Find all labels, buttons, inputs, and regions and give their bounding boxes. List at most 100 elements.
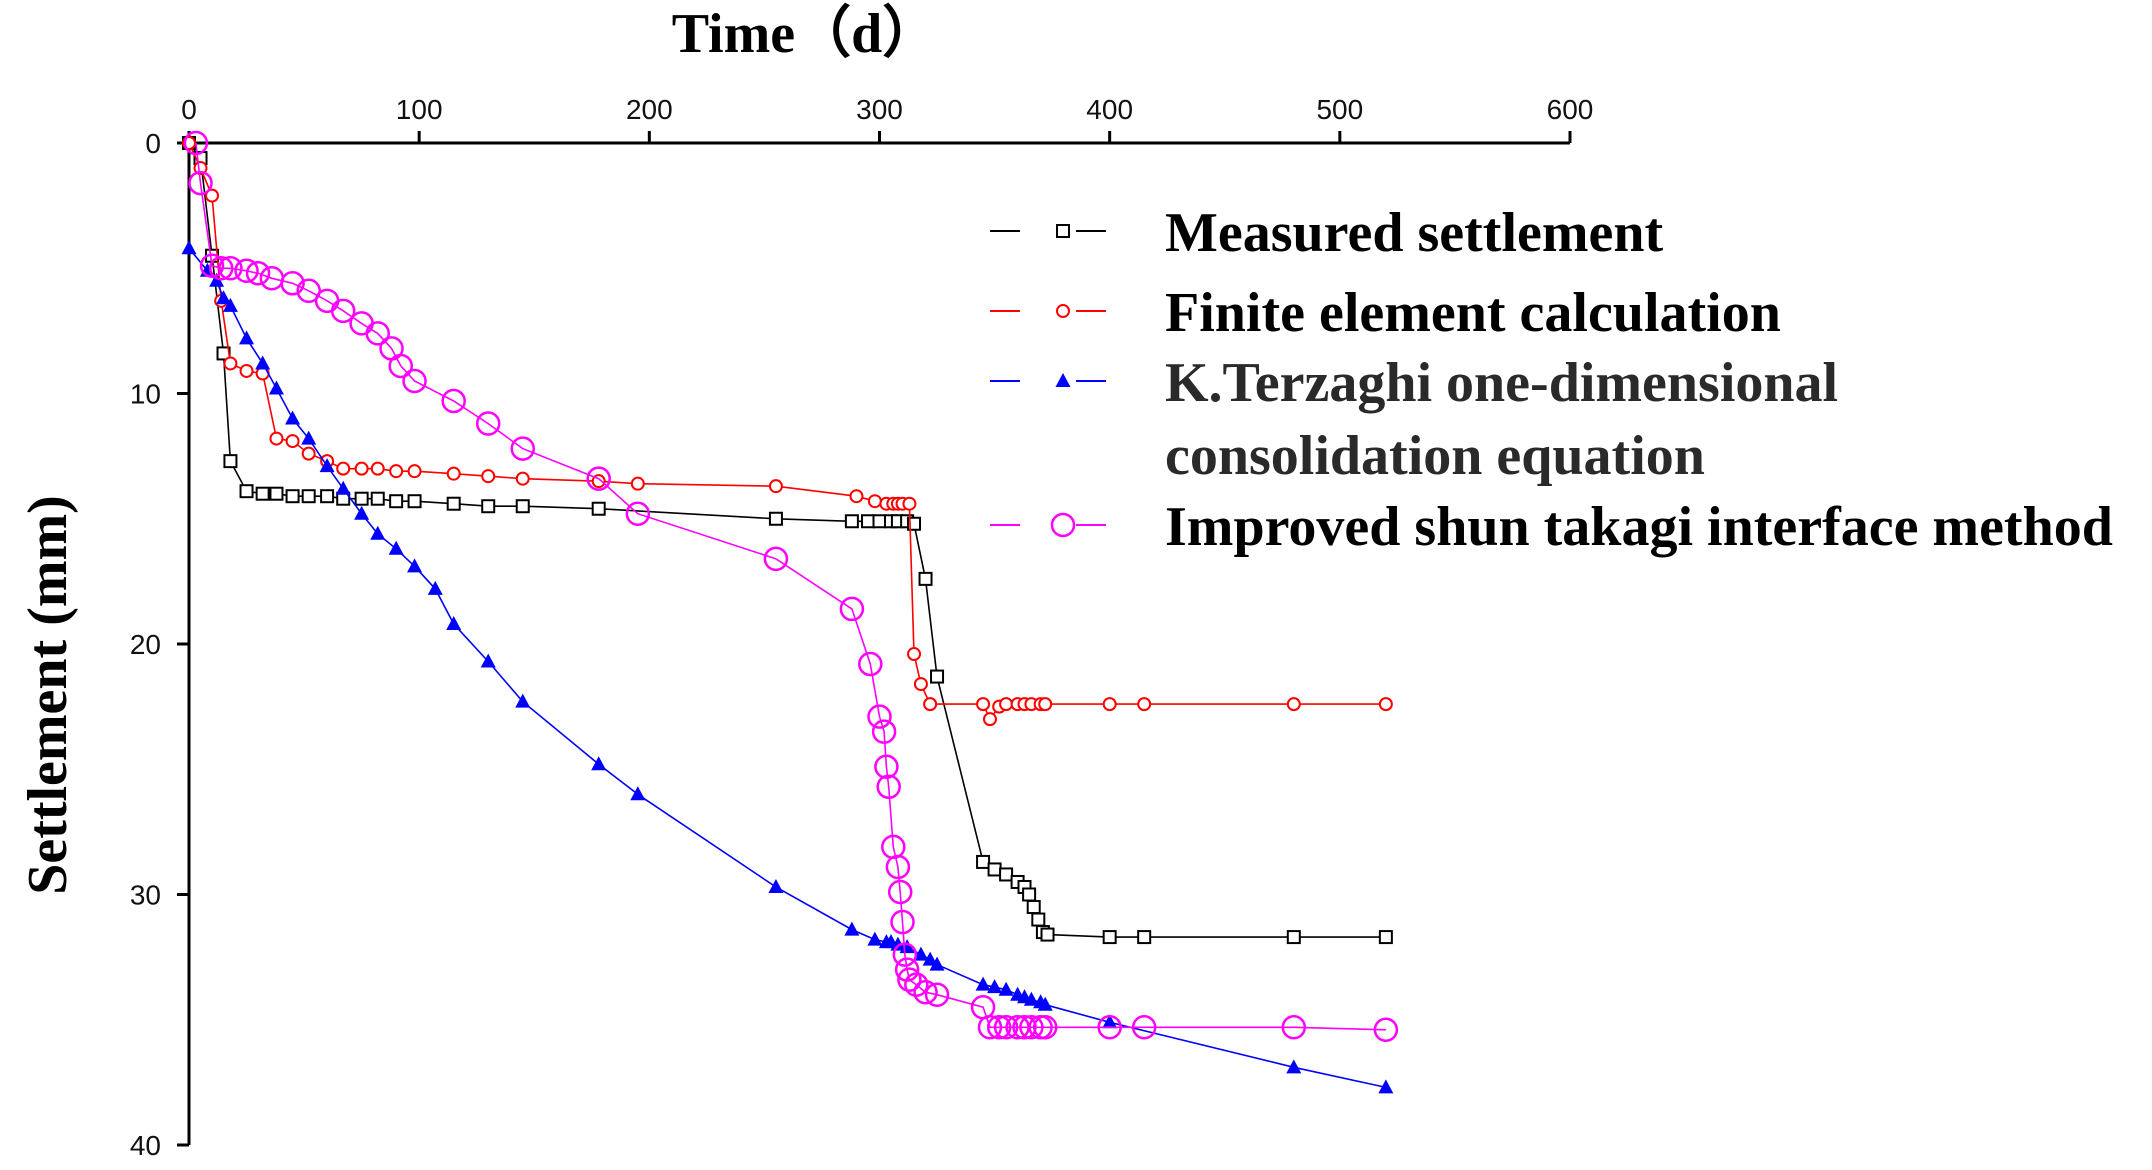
data-point bbox=[999, 867, 1014, 882]
y-tick-label: 40 bbox=[130, 1130, 161, 1161]
data-point bbox=[446, 496, 461, 511]
data-point bbox=[255, 355, 271, 370]
data-point bbox=[986, 1015, 1012, 1040]
data-point bbox=[630, 786, 646, 801]
data-point bbox=[269, 486, 284, 501]
data-point bbox=[918, 571, 933, 586]
data-point bbox=[844, 921, 860, 936]
data-point bbox=[1378, 1079, 1394, 1094]
legend-item: Measured settlement bbox=[990, 202, 1664, 264]
data-point bbox=[1286, 697, 1301, 712]
data-point bbox=[858, 651, 883, 677]
data-point bbox=[625, 501, 651, 526]
data-point bbox=[1012, 1015, 1037, 1040]
data-point bbox=[427, 580, 443, 595]
axes: 0 100 200 300 400 500 600 0 10 20 30 40 bbox=[130, 94, 1594, 1161]
data-point bbox=[924, 982, 950, 1007]
x-axis-title: Time（d） bbox=[672, 2, 939, 65]
data-point bbox=[1137, 930, 1152, 945]
legend-item: K.Terzaghi one-dimensional consolidation … bbox=[990, 352, 1838, 487]
data-point bbox=[209, 272, 225, 287]
y-axis-title: Settlement (mm) bbox=[17, 495, 79, 895]
data-point bbox=[181, 240, 197, 255]
data-point bbox=[1026, 900, 1041, 915]
data-point bbox=[234, 258, 259, 284]
data-point bbox=[768, 511, 783, 526]
data-point bbox=[913, 946, 929, 961]
data-point bbox=[245, 261, 271, 286]
data-point bbox=[268, 380, 284, 395]
y-tick-label: 10 bbox=[130, 379, 161, 410]
data-point bbox=[890, 936, 906, 951]
legend-item: Finite element calculation bbox=[990, 282, 1781, 344]
data-point bbox=[897, 967, 922, 992]
data-point bbox=[1022, 887, 1037, 902]
data-point bbox=[389, 464, 404, 479]
data-point bbox=[874, 754, 899, 779]
data-point bbox=[222, 297, 238, 312]
x-tick-label: 100 bbox=[396, 94, 443, 125]
x-tick-label: 600 bbox=[1547, 94, 1594, 125]
legend-marker bbox=[1050, 512, 1076, 538]
data-point bbox=[1031, 912, 1046, 927]
data-point bbox=[239, 363, 254, 378]
data-point bbox=[354, 491, 369, 506]
data-point bbox=[987, 862, 1002, 877]
data-point bbox=[987, 979, 1003, 994]
data-point bbox=[193, 161, 208, 176]
data-point bbox=[871, 719, 897, 744]
data-point bbox=[183, 130, 209, 156]
data-point bbox=[370, 525, 386, 540]
legend-item: Improved shun takagi interface method bbox=[990, 496, 2113, 558]
data-point bbox=[446, 466, 461, 481]
data-point bbox=[887, 879, 913, 905]
legend-marker bbox=[1055, 373, 1071, 387]
data-point bbox=[768, 878, 784, 893]
data-point bbox=[867, 931, 883, 946]
legend-label: Measured settlement bbox=[1165, 202, 1664, 264]
data-point bbox=[285, 434, 300, 449]
data-point bbox=[1023, 991, 1039, 1006]
x-tick-label: 200 bbox=[626, 94, 673, 125]
data-point bbox=[867, 494, 882, 509]
data-point bbox=[1131, 1015, 1157, 1040]
legend-marker bbox=[1056, 224, 1070, 238]
data-point bbox=[630, 476, 645, 491]
data-point bbox=[1032, 1015, 1058, 1040]
legend-marker bbox=[1056, 304, 1070, 318]
y-tick-label: 0 bbox=[145, 128, 161, 159]
series-line bbox=[195, 142, 1386, 1031]
data-point bbox=[923, 697, 938, 712]
data-point bbox=[239, 330, 255, 345]
data-point bbox=[407, 494, 422, 509]
data-point bbox=[388, 353, 414, 379]
data-point bbox=[1286, 930, 1301, 945]
data-point bbox=[1040, 927, 1055, 942]
data-point bbox=[301, 430, 317, 445]
y-tick-label: 30 bbox=[130, 880, 161, 911]
data-point bbox=[218, 256, 243, 281]
data-point bbox=[913, 677, 928, 692]
data-point bbox=[515, 471, 530, 486]
data-point bbox=[1137, 697, 1152, 712]
data-point bbox=[982, 712, 997, 727]
series-layer bbox=[181, 130, 1399, 1094]
data-point bbox=[975, 976, 991, 991]
data-point bbox=[402, 368, 427, 394]
data-point bbox=[319, 458, 335, 473]
data-point bbox=[913, 979, 938, 1005]
data-point bbox=[922, 951, 938, 966]
data-point bbox=[586, 466, 611, 491]
data-point bbox=[849, 489, 864, 504]
data-point bbox=[280, 271, 305, 296]
data-point bbox=[255, 486, 270, 501]
data-point bbox=[388, 540, 404, 555]
data-point bbox=[1019, 1015, 1044, 1040]
data-point bbox=[1286, 1059, 1302, 1074]
data-point bbox=[223, 356, 238, 371]
data-point bbox=[320, 489, 335, 504]
data-point bbox=[1378, 697, 1393, 712]
data-point bbox=[441, 388, 466, 414]
series-3 bbox=[181, 240, 1394, 1094]
